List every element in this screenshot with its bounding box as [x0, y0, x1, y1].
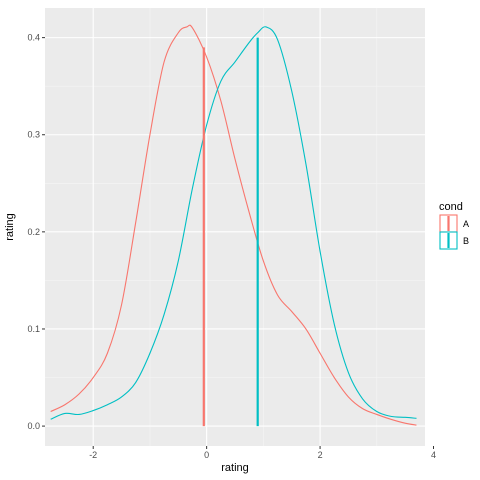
- y-tick-label: 0.2: [27, 227, 40, 237]
- plot-panel: [45, 8, 425, 446]
- y-tick-label: 0.1: [27, 324, 40, 334]
- y-tick-label: 0.4: [27, 33, 40, 43]
- y-axis: 0.0 0.1 0.2 0.3 0.4: [27, 33, 45, 431]
- x-tick-label: 0: [204, 450, 209, 460]
- y-tick-label: 0.0: [27, 421, 40, 431]
- legend-label-A: A: [463, 219, 469, 229]
- legend: cond AB: [439, 201, 469, 250]
- y-tick-label: 0.3: [27, 130, 40, 140]
- series-layer: [50, 24, 417, 426]
- x-axis: -2 0 2 4: [89, 446, 436, 460]
- x-axis-title: rating: [221, 462, 249, 474]
- reference-lines: [202, 37, 259, 427]
- x-tick-label: 2: [318, 450, 323, 460]
- y-axis-title: rating: [4, 213, 16, 241]
- density-line-A: [50, 24, 417, 426]
- minor-grid: [45, 8, 425, 446]
- legend-title: cond: [439, 201, 463, 213]
- major-grid: [45, 8, 435, 446]
- legend-label-B: B: [463, 236, 469, 246]
- density-line-B: [50, 26, 417, 420]
- x-tick-label: -2: [89, 450, 97, 460]
- x-tick-label: 4: [431, 450, 436, 460]
